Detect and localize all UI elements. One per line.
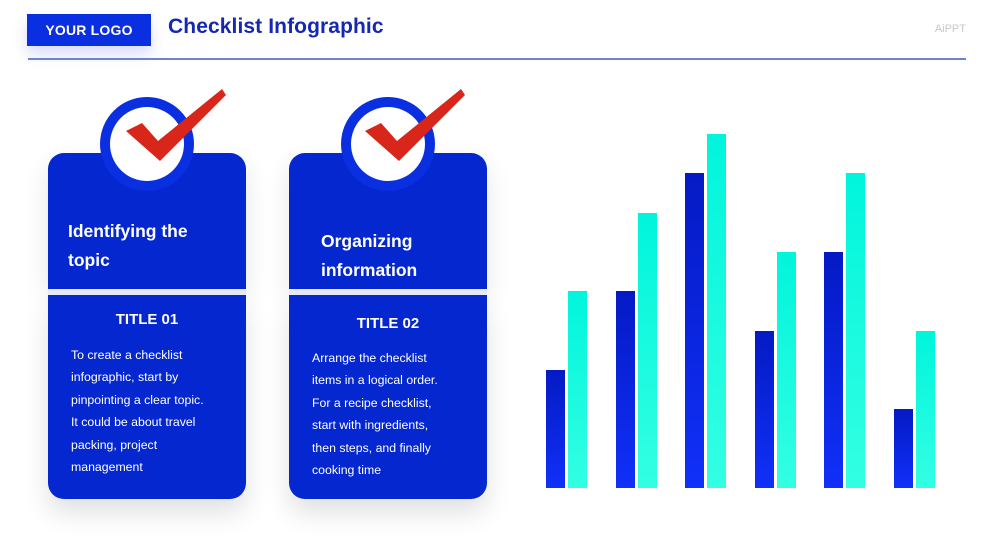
bar-series1-cat2 — [615, 291, 635, 488]
card-body-text: To create a checklist infographic, start… — [71, 348, 204, 475]
card-divider — [289, 289, 487, 295]
bar-series2-cat4 — [776, 252, 796, 488]
card-body-text: Arrange the checklist items in a logical… — [312, 351, 438, 478]
checkmark-icon — [365, 89, 465, 161]
bar-series2-cat3 — [707, 134, 726, 488]
card-subtitle: TITLE 01 — [115, 311, 179, 328]
bar-series1-cat3 — [685, 173, 704, 488]
card-subtitle: TITLE 02 — [356, 315, 420, 332]
bar-series2-cat2 — [637, 212, 657, 488]
bar-series1-cat5 — [824, 252, 843, 488]
card-divider — [48, 289, 246, 295]
page-title: Checklist Infographic — [168, 15, 384, 38]
bar-series2-cat1 — [568, 291, 587, 488]
checkmark-icon — [126, 89, 226, 161]
bar-series2-cat5 — [846, 173, 865, 488]
logo: YOUR LOGO — [27, 14, 151, 46]
card-heading: Organizing information — [321, 231, 418, 280]
header-divider — [28, 58, 966, 60]
bar-series1-cat6 — [893, 409, 913, 488]
brand-watermark: AiPPT — [934, 23, 966, 35]
bar-series2-cat6 — [915, 330, 935, 488]
card-heading: Identifying the topic — [68, 221, 188, 270]
card-body-panel: TITLE 01 To create a checklist infograph… — [48, 295, 246, 499]
bar-chart — [540, 120, 940, 490]
bar-series1-cat4 — [754, 330, 774, 488]
card-body-panel: TITLE 02 Arrange the checklist items in … — [289, 295, 487, 499]
bar-series1-cat1 — [546, 370, 565, 488]
